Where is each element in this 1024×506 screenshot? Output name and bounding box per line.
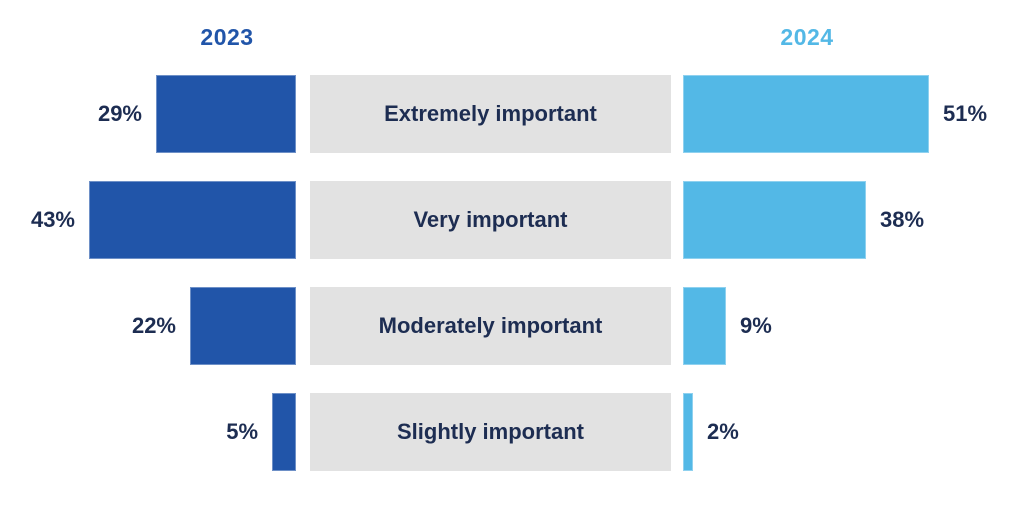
value-label-2024: 51% — [943, 101, 988, 126]
value-label-2024: 2% — [707, 419, 739, 444]
bar-2024 — [683, 287, 726, 365]
value-label-2023: 29% — [97, 101, 142, 126]
category-label: Moderately important — [310, 287, 671, 365]
category-label: Slightly important — [310, 393, 671, 471]
bar-2024 — [683, 75, 929, 153]
value-label-2023: 43% — [30, 207, 75, 232]
bar-2023 — [272, 393, 296, 471]
value-label-2023: 22% — [131, 313, 176, 338]
series-header-2024: 2024 — [780, 24, 834, 50]
bar-2024 — [683, 393, 693, 471]
value-label-2024: 9% — [740, 313, 772, 338]
bar-2023 — [156, 75, 296, 153]
category-label: Very important — [310, 181, 671, 259]
chart-row-extremely-important: 29% Extremely important 51% — [0, 75, 1024, 153]
chart-rows: 29% Extremely important 51% 43% Very imp… — [0, 75, 1024, 499]
bar-zone-2024: 51% — [683, 75, 1024, 153]
category-label: Extremely important — [310, 75, 671, 153]
chart-row-very-important: 43% Very important 38% — [0, 181, 1024, 259]
series-header-2023: 2023 — [200, 24, 254, 50]
value-label-2024: 38% — [880, 207, 925, 232]
bar-zone-2023: 5% — [0, 393, 296, 471]
bar-2023 — [190, 287, 296, 365]
bar-zone-2024: 2% — [683, 393, 1024, 471]
value-label-2023: 5% — [226, 419, 258, 444]
bar-zone-2024: 38% — [683, 181, 1024, 259]
chart-row-slightly-important: 5% Slightly important 2% — [0, 393, 1024, 471]
bar-zone-2023: 43% — [0, 181, 296, 259]
bar-zone-2023: 22% — [0, 287, 296, 365]
bar-2024 — [683, 181, 866, 259]
bar-zone-2023: 29% — [0, 75, 296, 153]
bar-2023 — [89, 181, 296, 259]
chart-row-moderately-important: 22% Moderately important 9% — [0, 287, 1024, 365]
bar-zone-2024: 9% — [683, 287, 1024, 365]
